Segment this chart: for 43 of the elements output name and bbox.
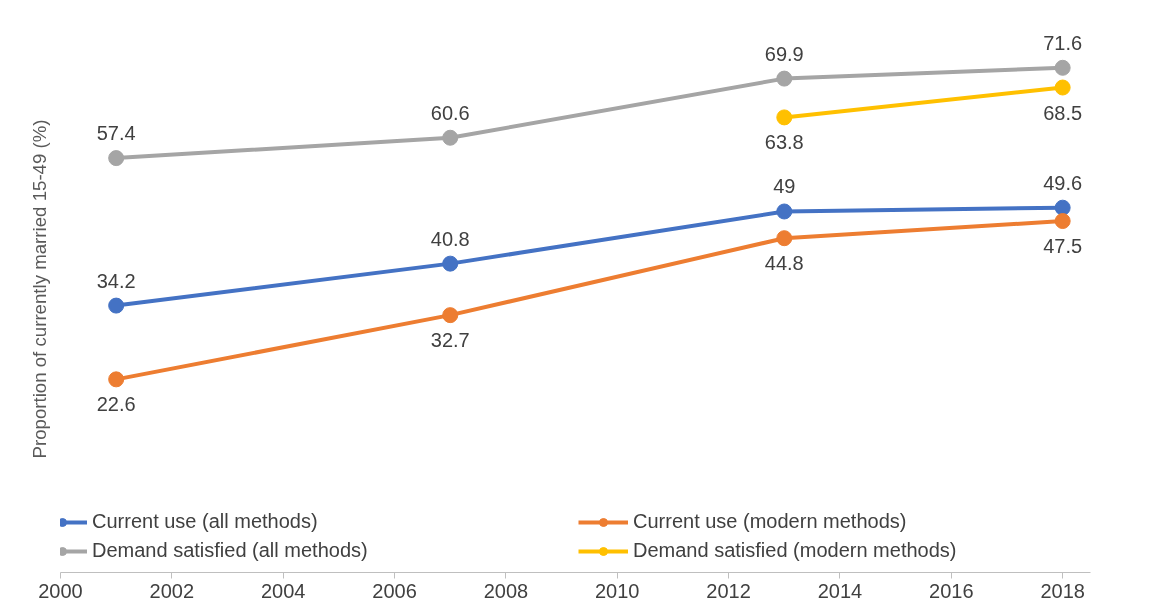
data-label: 34.2 — [96, 269, 136, 292]
point — [776, 230, 793, 247]
point — [442, 129, 459, 146]
point — [776, 109, 793, 126]
point — [1054, 199, 1071, 216]
x-tick-label: 2014 — [817, 579, 863, 602]
point — [442, 307, 459, 324]
point — [776, 70, 793, 87]
data-label: 22.6 — [96, 393, 136, 416]
legend-label: Current use (all methods) — [92, 510, 319, 533]
data-label: 57.4 — [96, 122, 136, 145]
point — [776, 203, 793, 220]
data-label: 60.6 — [430, 101, 470, 124]
x-tick-label: 2016 — [929, 579, 974, 602]
x-tick-label: 2004 — [260, 579, 306, 602]
point — [1054, 213, 1071, 230]
legend-label: Current use (modern methods) — [633, 510, 908, 533]
data-label: 69.9 — [764, 42, 804, 65]
x-tick-label: 2000 — [38, 579, 83, 602]
x-tick-label: 2006 — [372, 579, 417, 602]
data-label: 49 — [773, 175, 796, 198]
point — [108, 297, 125, 314]
legend-label: Demand satisfied (modern methods) — [633, 539, 958, 562]
x-tick-label: 2008 — [483, 579, 529, 602]
legend-label: Demand satisfied (all methods) — [92, 539, 369, 562]
y-axis-title: Proportion of currently married 15-49 (%) — [28, 119, 50, 459]
data-label: 49.6 — [1043, 171, 1083, 194]
data-label: 63.8 — [764, 131, 804, 154]
data-label: 47.5 — [1043, 235, 1083, 258]
data-label: 68.5 — [1043, 101, 1083, 124]
point — [1054, 59, 1071, 76]
data-label: 32.7 — [430, 329, 470, 352]
point — [108, 371, 125, 388]
point — [442, 255, 459, 272]
x-tick-label: 2012 — [706, 579, 751, 602]
data-label: 44.8 — [764, 252, 804, 275]
data-label: 40.8 — [430, 227, 470, 250]
point — [108, 150, 125, 167]
x-tick-label: 2010 — [595, 579, 640, 602]
data-label: 71.6 — [1043, 31, 1083, 54]
x-tick-label: 2018 — [1040, 579, 1085, 602]
x-tick-label: 2002 — [149, 579, 195, 602]
point — [1054, 79, 1071, 96]
